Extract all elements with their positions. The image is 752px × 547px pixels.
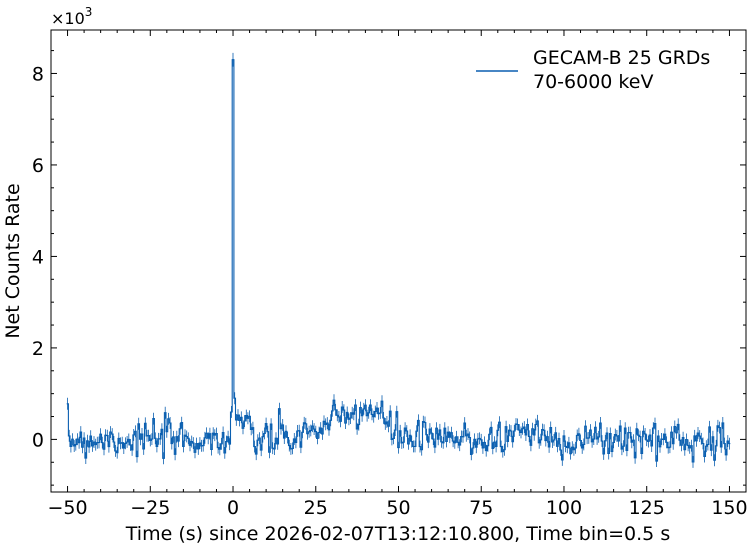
x-tick-label: 50 xyxy=(386,497,410,519)
x-tick-label: −50 xyxy=(47,497,87,519)
series-line xyxy=(66,59,731,463)
y-tick-label: 6 xyxy=(32,155,44,177)
legend-label-line-1: GECAM-B 25 GRDs xyxy=(533,47,710,69)
legend: GECAM-B 25 GRDs 70-6000 keV xyxy=(476,47,710,93)
x-tick-label: −25 xyxy=(130,497,170,519)
series-error-bars xyxy=(67,52,730,468)
y-tick-label: 4 xyxy=(32,246,44,268)
plot-frame xyxy=(50,29,747,493)
x-tick-label: 150 xyxy=(711,497,747,519)
x-tick-label: 75 xyxy=(469,497,493,519)
y-tick-label: 8 xyxy=(32,63,44,85)
y-multiplier: ×103 xyxy=(51,5,92,28)
x-axis-label: Time (s) since 2026-02-07T13:12:10.800, … xyxy=(125,523,670,545)
ticks-layer: −50 −25 0 25 50 75 100 125 150 0 2 4 6 8 xyxy=(32,30,748,519)
x-tick-label: 0 xyxy=(227,497,239,519)
y-tick-label: 2 xyxy=(32,338,44,360)
y-tick-label: 0 xyxy=(32,429,44,451)
x-tick-label: 25 xyxy=(304,497,328,519)
legend-label-line-2: 70-6000 keV xyxy=(533,71,653,93)
x-tick-label: 125 xyxy=(629,497,665,519)
y-axis-label: Net Counts Rate xyxy=(2,183,24,338)
x-tick-label: 100 xyxy=(546,497,582,519)
series-layer xyxy=(66,52,731,468)
